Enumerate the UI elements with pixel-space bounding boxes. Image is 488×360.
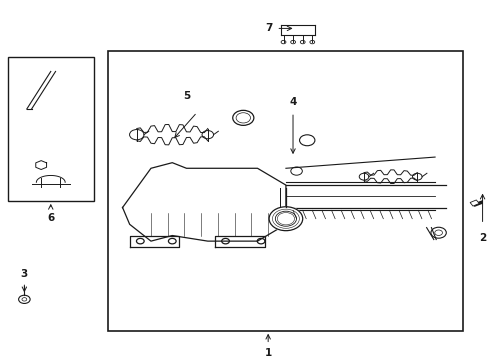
Circle shape — [19, 295, 30, 303]
Text: 6: 6 — [47, 213, 54, 223]
Circle shape — [299, 135, 314, 146]
Text: 1: 1 — [264, 348, 271, 358]
Text: 4: 4 — [289, 96, 296, 107]
Text: 3: 3 — [20, 269, 28, 279]
Text: 7: 7 — [265, 23, 272, 33]
Bar — [108, 51, 463, 331]
Circle shape — [290, 167, 302, 175]
Text: 2: 2 — [478, 233, 485, 243]
Bar — [7, 58, 94, 201]
Circle shape — [232, 110, 253, 125]
Circle shape — [268, 207, 302, 231]
Text: 5: 5 — [183, 91, 190, 101]
Polygon shape — [122, 163, 285, 241]
Bar — [469, 200, 478, 206]
